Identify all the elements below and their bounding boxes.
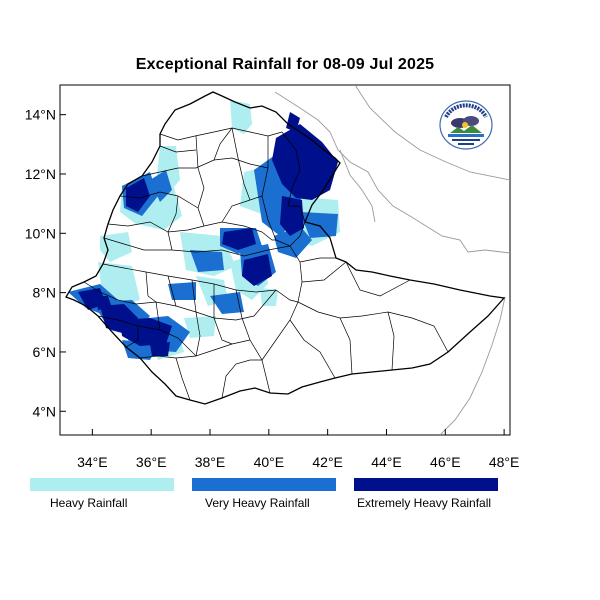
y-tick-label: 8°N <box>33 285 57 301</box>
very-heavy-rainfall-cell <box>150 170 172 202</box>
legend-label: Extremely Heavy Rainfall <box>357 496 492 510</box>
extreme-rainfall-cell <box>126 178 150 212</box>
extreme-rainfall-cell <box>242 254 272 286</box>
latitude-axis: 4°N 6°N 8°N 10°N 12°N 14°N <box>25 107 66 419</box>
y-tick-label: 6°N <box>33 344 57 360</box>
extreme-rainfall-cell <box>222 228 256 250</box>
x-tick-label: 42°E <box>312 454 343 470</box>
meteorology-agency-seal-icon <box>439 100 493 150</box>
legend-swatch <box>354 478 498 491</box>
map-content <box>65 85 510 435</box>
x-tick-label: 40°E <box>254 454 285 470</box>
very-heavy-rainfall-cell <box>168 282 196 300</box>
very-heavy-rainfall-cell <box>300 212 338 238</box>
extreme-rainfall-cell <box>286 112 300 132</box>
map-title: Exceptional Rainfall for 08-09 Jul 2025 <box>135 56 435 73</box>
x-tick-label: 48°E <box>489 454 520 470</box>
heavy-rainfall-cell <box>230 100 252 134</box>
legend-label: Heavy Rainfall <box>50 496 128 510</box>
heavy-rainfall-cell <box>184 316 216 338</box>
y-tick-label: 4°N <box>33 403 57 419</box>
extreme-rainfall-cell <box>272 124 338 200</box>
very-heavy-rainfall-cell <box>274 226 312 258</box>
x-tick-label: 46°E <box>430 454 461 470</box>
legend-swatch <box>192 478 336 491</box>
x-tick-label: 44°E <box>371 454 402 470</box>
longitude-axis: 34°E 36°E 38°E 40°E 42°E 44°E 46°E 48°E <box>77 429 519 470</box>
y-tick-label: 10°N <box>25 225 56 241</box>
map-frame <box>59 84 511 436</box>
x-tick-label: 34°E <box>77 454 108 470</box>
legend <box>30 478 498 491</box>
admin-boundaries <box>83 127 449 401</box>
rainfall-layer <box>68 100 340 360</box>
y-tick-label: 12°N <box>25 166 56 182</box>
neighbor-borders <box>274 85 510 435</box>
x-tick-label: 36°E <box>136 454 167 470</box>
legend-label: Very Heavy Rainfall <box>205 496 310 510</box>
very-heavy-rainfall-cell <box>210 292 244 314</box>
very-heavy-rainfall-cell <box>190 250 224 272</box>
legend-swatch <box>30 478 174 491</box>
extreme-rainfall-cell <box>96 296 112 310</box>
extreme-rainfall-cell <box>150 342 170 356</box>
y-tick-label: 14°N <box>25 107 56 123</box>
x-tick-label: 38°E <box>195 454 226 470</box>
